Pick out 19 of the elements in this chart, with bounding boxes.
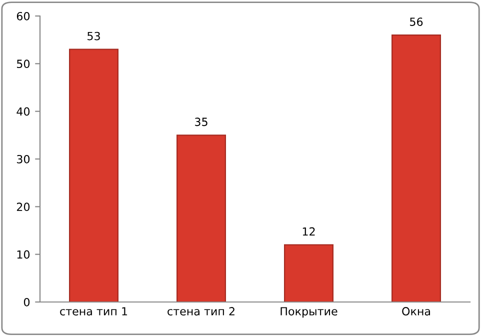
bar xyxy=(392,34,441,302)
data-label: 35 xyxy=(195,118,208,126)
bar xyxy=(176,134,226,302)
data-label: 53 xyxy=(88,32,100,40)
x-tick-label: Покрытие xyxy=(280,307,338,318)
bar xyxy=(284,244,334,302)
y-tick-label: 10 xyxy=(17,250,30,259)
y-tick-label: 60 xyxy=(16,12,30,20)
x-tick-label: стена тип 1 xyxy=(60,307,128,316)
y-tick-label: 0 xyxy=(24,298,30,306)
bar xyxy=(69,48,118,302)
y-tick-label: 50 xyxy=(16,60,30,68)
data-label: 56 xyxy=(410,18,423,26)
y-tick-label: 40 xyxy=(16,107,30,116)
x-tick-label: стена тип 2 xyxy=(168,307,234,316)
x-tick-label: Окна xyxy=(402,307,430,316)
data-label: 12 xyxy=(302,227,315,236)
y-tick-label: 30 xyxy=(16,154,30,164)
y-tick-label: 20 xyxy=(16,202,30,212)
